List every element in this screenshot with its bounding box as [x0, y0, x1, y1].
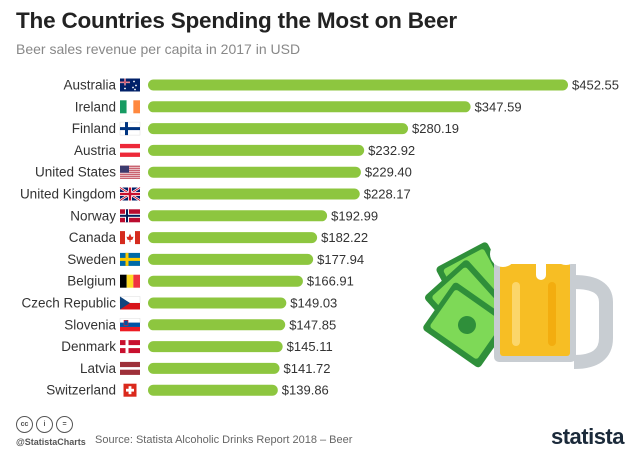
norway-flag-icon [120, 209, 140, 223]
bar-row: United States $229.40 [35, 165, 412, 180]
bar-row: Sweden $177.94 [67, 252, 364, 267]
value-label: $166.91 [307, 274, 354, 289]
latvia-flag-icon [120, 361, 140, 375]
bar [148, 166, 361, 178]
bar [148, 297, 287, 309]
value-label: $229.40 [365, 165, 412, 180]
category-label: Switzerland [46, 383, 116, 398]
category-label: Slovenia [64, 317, 116, 332]
value-label: $141.72 [284, 361, 331, 376]
bar [148, 275, 303, 287]
bar [148, 210, 328, 222]
category-label: Latvia [80, 361, 117, 376]
category-label: Ireland [75, 99, 116, 114]
category-label: Denmark [61, 339, 116, 354]
bar-row: Latvia $141.72 [80, 361, 331, 376]
category-label: United Kingdom [20, 187, 116, 202]
bar [148, 362, 280, 374]
value-label: $145.11 [287, 339, 333, 354]
bar-row: Canada $182.22 [69, 230, 368, 245]
bar [148, 123, 409, 135]
value-label: $228.17 [364, 187, 411, 202]
category-label: Finland [72, 121, 116, 136]
united-kingdom-flag-icon [119, 186, 141, 202]
slovenia-flag-icon [119, 318, 141, 332]
category-label: United States [35, 165, 116, 180]
canada-flag-icon [120, 231, 140, 245]
bar [148, 253, 314, 265]
bar-row: United Kingdom $228.17 [20, 186, 411, 202]
switzerland-flag-icon [123, 383, 137, 397]
bar [148, 188, 360, 200]
footer: cc i = @StatistaCharts Source: Statista … [0, 412, 640, 456]
value-label: $452.55 [572, 78, 619, 93]
value-label: $147.85 [289, 317, 336, 332]
bar [148, 341, 283, 353]
beer-money-illustration [423, 228, 613, 369]
austria-flag-icon [120, 143, 140, 157]
twitter-handle[interactable]: @StatistaCharts [16, 437, 86, 447]
denmark-flag-icon [120, 340, 140, 354]
bar-row: Belgium $166.91 [67, 274, 354, 289]
bar-row: Denmark $145.11 [61, 339, 332, 354]
category-label: Czech Republic [21, 296, 116, 311]
value-label: $232.92 [368, 143, 415, 158]
no-derivatives-icon[interactable]: = [56, 416, 73, 433]
value-label: $149.03 [290, 296, 337, 311]
beer-mug-icon [490, 228, 613, 369]
value-label: $192.99 [331, 208, 378, 223]
bar-row: Ireland $347.59 [75, 99, 522, 114]
belgium-flag-icon [120, 274, 140, 288]
bar [148, 144, 365, 156]
bar-row: Austria $232.92 [74, 143, 415, 158]
finland-flag-icon [119, 121, 141, 136]
ireland-flag-icon [120, 100, 140, 114]
bar [148, 384, 278, 396]
category-label: Norway [70, 208, 116, 223]
category-label: Australia [63, 78, 116, 93]
bar-row: Finland $280.19 [72, 121, 459, 136]
category-label: Austria [74, 143, 117, 158]
bar [148, 319, 286, 331]
bar [148, 101, 471, 113]
bar-chart: Australia $452.55 Ireland $347.59 Finland $28… [20, 78, 619, 398]
statista-logo[interactable]: statista [550, 424, 625, 449]
united-states-flag-icon [120, 165, 140, 179]
bar-row: Czech Republic $149.03 [21, 296, 337, 311]
category-label: Sweden [67, 252, 116, 267]
chart-title: The Countries Spending the Most on Beer [16, 8, 457, 33]
category-label: Canada [69, 230, 117, 245]
value-label: $182.22 [321, 230, 368, 245]
category-label: Belgium [67, 274, 116, 289]
attribution-icon[interactable]: i [36, 416, 53, 433]
australia-flag-icon [120, 78, 140, 92]
value-label: $347.59 [475, 99, 522, 114]
creative-commons-icon[interactable]: cc [16, 416, 33, 433]
bar-row: Australia $452.55 [63, 78, 619, 93]
value-label: $280.19 [412, 121, 459, 136]
czech-republic-flag-icon [119, 296, 141, 310]
bar-row: Slovenia $147.85 [64, 317, 336, 332]
bar [148, 232, 318, 244]
bar-row: Switzerland $139.86 [46, 383, 329, 398]
bar-row: Norway $192.99 [70, 208, 378, 223]
sweden-flag-icon [120, 252, 140, 266]
source-note: Source: Statista Alcoholic Drinks Report… [95, 434, 353, 446]
value-label: $177.94 [317, 252, 364, 267]
value-label: $139.86 [282, 383, 329, 398]
chart-subtitle: Beer sales revenue per capita in 2017 in… [16, 41, 301, 57]
bar [148, 79, 568, 91]
